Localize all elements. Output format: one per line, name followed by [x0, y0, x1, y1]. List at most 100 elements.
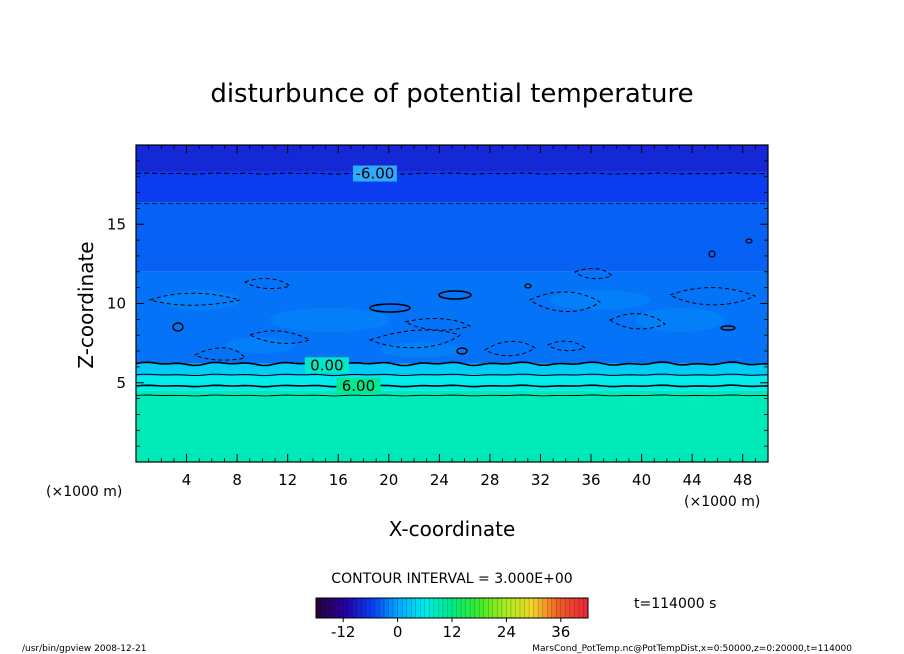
colorbar-ticks: -12 0 12 24 36 — [331, 618, 570, 641]
colorbar-cell — [583, 598, 589, 618]
colorbar-cell — [384, 598, 390, 618]
colorbar-cell — [547, 598, 553, 618]
colorbar-cell — [365, 598, 371, 618]
x-tick-label: 8 — [232, 471, 242, 489]
y-tick-label: 5 — [116, 374, 126, 392]
contour-line — [136, 373, 768, 377]
field-patch — [635, 308, 725, 332]
x-tick-label: 36 — [581, 471, 600, 489]
layer-band — [136, 202, 768, 272]
dashed-contour — [248, 330, 312, 344]
contour-interval-note: CONTOUR INTERVAL = 3.000E+00 — [331, 571, 572, 587]
dashed-contour — [547, 340, 587, 352]
layer-band — [136, 376, 768, 391]
footer-right: MarsCond_PotTemp.nc@PotTempDist,x=0:5000… — [532, 644, 852, 654]
colorbar-cell — [343, 598, 349, 618]
y-axis-ticks: 5 10 15 — [107, 160, 768, 447]
colorbar-cell — [488, 598, 494, 618]
colorbar-cell — [329, 598, 335, 618]
x-axis-label: X-coordinate — [389, 517, 516, 541]
colorbar-cell — [406, 598, 412, 618]
contour-blobs — [148, 238, 757, 361]
colorbar-cell — [542, 598, 548, 618]
colorbar-cell — [411, 598, 417, 618]
layer-band — [136, 171, 768, 203]
colorbar-cell — [320, 598, 326, 618]
colorbar-cell — [474, 598, 480, 618]
x-tick-label: 48 — [733, 471, 752, 489]
contour-label: -6.00 — [355, 165, 394, 183]
chart-title: disturbunce of potential temperature — [210, 79, 693, 109]
layer-band — [136, 145, 768, 172]
x-tick-label: 16 — [329, 471, 348, 489]
colorbar-cell — [316, 598, 322, 618]
colorbar-cell — [461, 598, 467, 618]
time-label: t=114000 s — [634, 596, 716, 612]
y-axis-label: Z-coordinate — [74, 241, 98, 368]
colorbar-cell — [370, 598, 376, 618]
colorbar-cell — [574, 598, 580, 618]
contour-label: 6.00 — [342, 377, 375, 395]
colorbar-cell — [352, 598, 358, 618]
colorbar-cell — [479, 598, 485, 618]
colorbar-cell — [556, 598, 562, 618]
colorbar-cell — [506, 598, 512, 618]
colorbar-cell — [424, 598, 430, 618]
colorbar-cell — [533, 598, 539, 618]
contour-blob — [745, 238, 753, 244]
x-tick-label: 44 — [683, 471, 702, 489]
colorbar-cell — [442, 598, 448, 618]
layer-band — [136, 363, 768, 377]
colorbar-cell — [492, 598, 498, 618]
x-tick-label: 28 — [480, 471, 499, 489]
colorbar-cell — [452, 598, 458, 618]
contour-blob — [720, 325, 736, 331]
contour-label: 0.00 — [310, 356, 343, 374]
colorbar-cell — [374, 598, 380, 618]
contour-lines — [136, 172, 768, 397]
colorbar-cell — [578, 598, 584, 618]
colorbar-cell — [415, 598, 421, 618]
x-tick-label: 12 — [278, 471, 297, 489]
dashed-contour — [609, 313, 666, 330]
colorbar-cell — [515, 598, 521, 618]
dashed-contour — [529, 291, 601, 313]
field-patch — [550, 290, 650, 310]
x-unit-left: (×1000 m) — [46, 484, 122, 500]
colorbar-cell — [338, 598, 344, 618]
colorbar-tick-label: 24 — [497, 623, 516, 641]
contour-blob — [708, 250, 716, 258]
colorbar-cell — [393, 598, 399, 618]
colorbar — [315, 598, 589, 618]
x-tick-label: 20 — [379, 471, 398, 489]
dashed-contour — [243, 278, 292, 290]
colorbar-cell — [438, 598, 444, 618]
colorbar-cell — [520, 598, 526, 618]
colorbar-cell — [402, 598, 408, 618]
plot-area — [136, 145, 768, 462]
dashed-contour — [403, 318, 472, 331]
dashed-contour — [668, 287, 757, 306]
colorbar-cell — [388, 598, 394, 618]
x-unit-right: (×1000 m) — [684, 494, 760, 510]
colorbar-cell — [565, 598, 571, 618]
contour-blob — [456, 347, 468, 355]
colorbar-tick-label: 12 — [442, 623, 461, 641]
layer-band — [136, 390, 768, 462]
colorbar-cell — [551, 598, 557, 618]
colorbar-cell — [397, 598, 403, 618]
field-patch — [160, 290, 240, 310]
contour-blob — [438, 290, 472, 300]
x-tick-label: 4 — [182, 471, 192, 489]
colorbar-tick-label: 36 — [551, 623, 570, 641]
dashed-contour — [368, 329, 462, 349]
footer-left: /usr/bin/gpview 2008-12-21 — [22, 644, 146, 654]
colorbar-tick-label: -12 — [331, 623, 356, 641]
colorbar-cell — [510, 598, 516, 618]
field-patch — [225, 337, 295, 353]
contour-line — [136, 394, 768, 397]
colorbar-tick-label: 0 — [393, 623, 403, 641]
field-patch — [270, 308, 390, 332]
colorbar-cell — [433, 598, 439, 618]
